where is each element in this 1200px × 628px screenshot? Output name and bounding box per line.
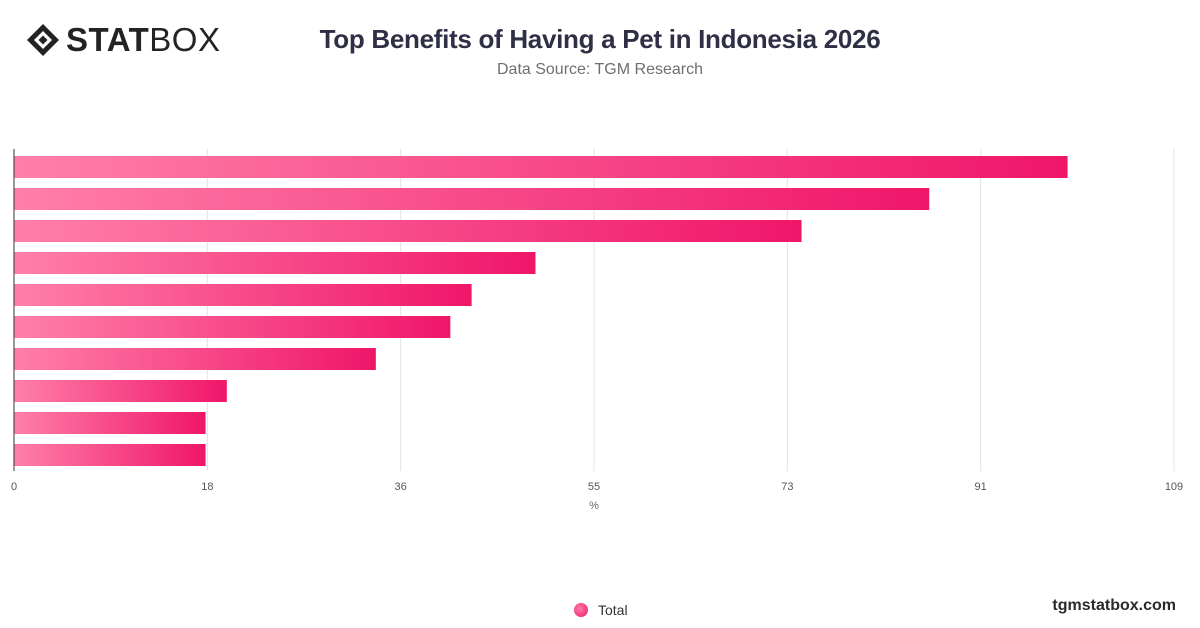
legend-marker <box>574 603 588 617</box>
bar[interactable] <box>14 412 206 434</box>
x-tick-label: 36 <box>395 481 407 493</box>
x-tick-label: 0 <box>11 481 17 493</box>
brand-logo: STATBOX <box>26 22 220 58</box>
bar[interactable] <box>14 252 536 274</box>
bar[interactable] <box>14 380 227 402</box>
bar[interactable] <box>14 220 802 242</box>
x-tick-label: 55 <box>588 481 600 493</box>
bar[interactable] <box>14 348 376 370</box>
bar[interactable] <box>14 188 930 210</box>
x-tick-label: 109 <box>1165 481 1183 493</box>
bar[interactable] <box>14 444 206 466</box>
x-tick-label: 18 <box>201 481 213 493</box>
brand-wordmark-bold: STAT <box>66 21 150 58</box>
legend[interactable]: Total <box>574 602 628 618</box>
bars <box>14 156 1068 466</box>
statbox-logo-icon <box>27 24 59 56</box>
bar[interactable] <box>14 284 472 306</box>
site-url[interactable]: tgmstatbox.com <box>1052 597 1176 614</box>
bar[interactable] <box>14 156 1068 178</box>
bar[interactable] <box>14 316 451 338</box>
x-tick-label: 91 <box>975 481 987 493</box>
x-tick-label: 73 <box>781 481 793 493</box>
x-axis-ticks: 0 18 36 55 73 91 109 <box>11 481 1183 493</box>
chart-subtitle: Data Source: TGM Research <box>496 61 703 78</box>
chart-title: Top Benefits of Having a Pet in Indonesi… <box>319 24 881 54</box>
brand-wordmark: STATBOX <box>66 22 220 58</box>
x-axis-title: % <box>589 500 599 512</box>
brand-wordmark-light: BOX <box>149 21 221 58</box>
legend-label: Total <box>598 602 628 618</box>
